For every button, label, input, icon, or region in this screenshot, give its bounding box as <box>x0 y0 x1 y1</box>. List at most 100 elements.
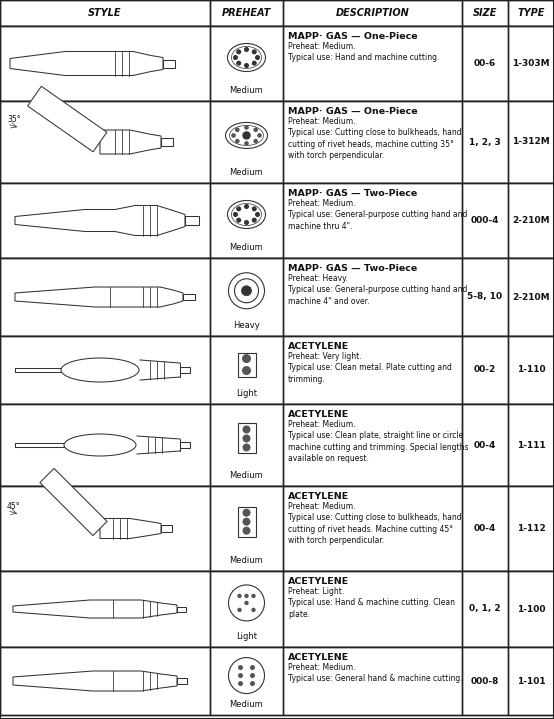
Circle shape <box>258 134 261 137</box>
Bar <box>185 216 199 225</box>
Circle shape <box>235 128 239 132</box>
Circle shape <box>238 665 243 670</box>
Ellipse shape <box>64 434 136 456</box>
Text: 2-210M: 2-210M <box>512 293 550 301</box>
Circle shape <box>243 527 250 535</box>
Bar <box>283 258 462 336</box>
Circle shape <box>243 509 250 517</box>
Bar <box>0 0 210 26</box>
Bar <box>0 101 210 183</box>
Bar <box>180 442 190 448</box>
Circle shape <box>228 273 264 308</box>
Polygon shape <box>28 86 107 152</box>
Text: 2-210M: 2-210M <box>512 216 550 225</box>
Text: 000-4: 000-4 <box>471 216 499 225</box>
Circle shape <box>242 354 251 363</box>
Bar <box>0 486 210 571</box>
Bar <box>283 404 462 486</box>
Text: 45°: 45° <box>7 502 20 511</box>
Text: Preheat: Light.
Typical use: Hand & machine cutting. Clean
plate.: Preheat: Light. Typical use: Hand & mach… <box>288 587 455 619</box>
Text: 1-110: 1-110 <box>517 365 545 375</box>
Circle shape <box>242 285 252 296</box>
Text: 1-312M: 1-312M <box>512 137 550 147</box>
Bar <box>183 294 195 300</box>
Circle shape <box>243 426 250 434</box>
Circle shape <box>245 221 248 224</box>
Bar <box>0 647 210 715</box>
Text: 1, 2, 3: 1, 2, 3 <box>469 137 501 147</box>
Text: Medium: Medium <box>229 86 263 95</box>
Bar <box>210 258 283 336</box>
Text: 0, 1, 2: 0, 1, 2 <box>469 605 501 613</box>
Text: PREHEAT: PREHEAT <box>222 8 271 18</box>
Text: MAPP· GAS — Two-Piece: MAPP· GAS — Two-Piece <box>288 264 417 273</box>
Text: ACETYLENE: ACETYLENE <box>288 410 349 419</box>
Bar <box>0 404 210 486</box>
Circle shape <box>252 608 256 612</box>
Bar <box>508 0 554 26</box>
Text: TYPE: TYPE <box>517 8 545 18</box>
Circle shape <box>250 681 255 686</box>
Text: Medium: Medium <box>229 243 263 252</box>
Bar <box>210 404 283 486</box>
Circle shape <box>237 594 242 598</box>
Circle shape <box>238 673 243 678</box>
Bar <box>508 571 554 647</box>
Bar <box>238 352 255 377</box>
Bar <box>508 486 554 571</box>
Text: DESCRIPTION: DESCRIPTION <box>336 8 409 18</box>
Text: Preheat: Very light.
Typical use: Clean metal. Plate cutting and
trimming.: Preheat: Very light. Typical use: Clean … <box>288 352 452 384</box>
Text: MAPP· GAS — Two-Piece: MAPP· GAS — Two-Piece <box>288 189 417 198</box>
Text: 5-8, 10: 5-8, 10 <box>468 293 502 301</box>
Polygon shape <box>15 287 183 307</box>
Text: ACETYLENE: ACETYLENE <box>288 492 349 501</box>
Circle shape <box>234 55 237 59</box>
Text: ACETYLENE: ACETYLENE <box>288 653 349 662</box>
Circle shape <box>243 132 250 139</box>
Bar <box>163 60 175 68</box>
Circle shape <box>253 219 256 222</box>
Bar <box>210 0 283 26</box>
Bar <box>0 258 554 336</box>
Bar <box>0 26 554 101</box>
Bar <box>0 404 554 486</box>
Circle shape <box>256 213 259 216</box>
Text: 1-111: 1-111 <box>517 441 545 449</box>
Bar <box>462 486 508 571</box>
Circle shape <box>243 434 250 442</box>
Text: STYLE: STYLE <box>88 8 122 18</box>
Circle shape <box>243 444 250 452</box>
Bar <box>508 101 554 183</box>
Circle shape <box>254 139 257 142</box>
Text: Preheat: Medium.
Typical use: Cutting close to bulkheads, hand
cutting of rivet : Preheat: Medium. Typical use: Cutting cl… <box>288 502 461 545</box>
Bar <box>283 101 462 183</box>
Text: Preheat: Medium.
Typical use: Clean plate, straight line or circle
machine cutti: Preheat: Medium. Typical use: Clean plat… <box>288 420 469 463</box>
Text: MAPP· GAS — One-Piece: MAPP· GAS — One-Piece <box>288 32 418 41</box>
Text: 35°: 35° <box>7 116 20 124</box>
Bar <box>0 0 554 26</box>
Circle shape <box>238 681 243 686</box>
Text: 000-8: 000-8 <box>471 677 499 685</box>
Bar <box>0 571 554 647</box>
Circle shape <box>245 126 248 129</box>
Bar <box>462 0 508 26</box>
Bar <box>283 486 462 571</box>
Text: ACETYLENE: ACETYLENE <box>288 577 349 586</box>
Polygon shape <box>10 52 163 75</box>
Ellipse shape <box>225 122 268 148</box>
Bar <box>0 336 210 404</box>
Text: Heavy: Heavy <box>233 321 260 330</box>
Text: Medium: Medium <box>229 168 263 177</box>
Bar <box>283 571 462 647</box>
Text: 00-2: 00-2 <box>474 365 496 375</box>
Polygon shape <box>13 600 177 618</box>
Circle shape <box>245 142 248 145</box>
Circle shape <box>250 673 255 678</box>
Circle shape <box>254 128 257 132</box>
Bar <box>238 423 255 454</box>
Bar <box>0 336 554 404</box>
Text: Medium: Medium <box>229 471 263 480</box>
Text: Light: Light <box>236 389 257 398</box>
Bar <box>283 0 462 26</box>
Bar <box>210 647 283 715</box>
